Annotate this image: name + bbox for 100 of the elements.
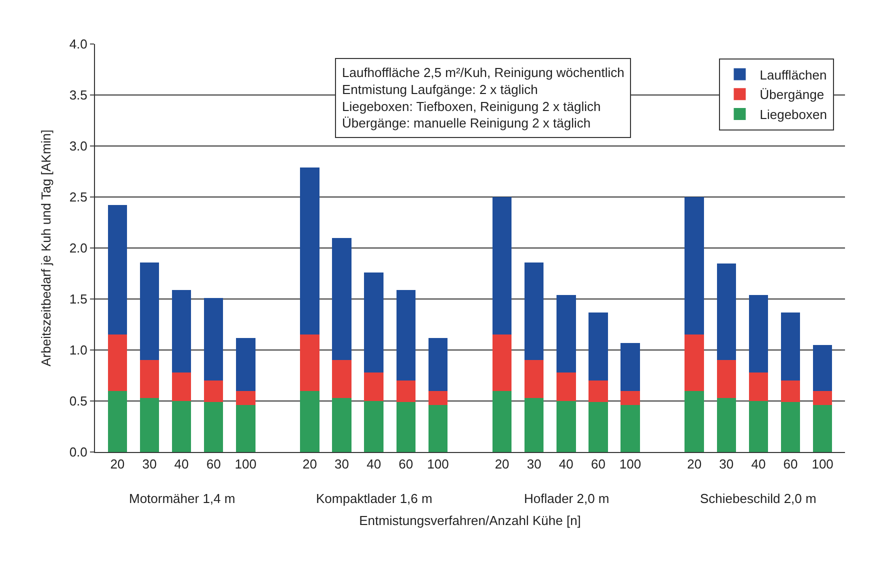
- bar: [140, 398, 160, 452]
- y-axis-title: Arbeitszeitbedarf je Kuh und Tag [AKmin]: [38, 130, 54, 366]
- bar: [812, 344, 832, 391]
- bar: [300, 390, 320, 452]
- bar: [332, 360, 352, 398]
- bar: [396, 402, 416, 452]
- bar: [332, 238, 352, 360]
- bar: [684, 334, 704, 391]
- bar: [428, 338, 448, 391]
- bar: [204, 380, 224, 402]
- bar: [396, 380, 416, 402]
- annotation: Übergänge: manuelle Reinigung 2 x täglich: [342, 116, 591, 131]
- x-tick-label: 20: [110, 456, 125, 472]
- bar: [364, 272, 384, 372]
- x-tick-label: 100: [427, 456, 449, 472]
- bar: [524, 262, 544, 360]
- bar: [204, 298, 224, 381]
- bar: [428, 405, 448, 452]
- bar: [620, 342, 640, 391]
- bar: [492, 334, 512, 391]
- bar: [556, 401, 576, 452]
- bar: [300, 334, 320, 391]
- bar: [620, 390, 640, 406]
- bar: [780, 402, 800, 452]
- y-tick-label: 3.5: [69, 88, 88, 103]
- bar: [780, 380, 800, 402]
- legend-label: Übergänge: [760, 87, 824, 102]
- bar: [620, 405, 640, 452]
- bar: [524, 398, 544, 452]
- x-tick-label: 30: [526, 456, 542, 472]
- bar: [556, 372, 576, 401]
- bar: [140, 360, 160, 398]
- bar: [716, 263, 736, 360]
- x-tick-label: 60: [590, 456, 606, 472]
- x-tick-label: 20: [687, 456, 702, 472]
- bar: [140, 262, 160, 360]
- bar: [748, 372, 768, 401]
- bar: [108, 390, 128, 452]
- bar: [396, 290, 416, 381]
- y-tick-label: 3.0: [69, 138, 88, 154]
- bar: [236, 405, 256, 452]
- x-tick-label: 60: [783, 456, 798, 472]
- bar: [812, 405, 832, 452]
- bar: [204, 402, 224, 452]
- x-tick-label: 20: [302, 456, 317, 472]
- bar: [364, 372, 384, 401]
- y-tick-label: 2.0: [69, 240, 88, 256]
- bar: [236, 390, 256, 406]
- y-tick-label: 0.0: [69, 444, 88, 460]
- x-tick-label: 100: [234, 456, 256, 472]
- x-tick-label: 40: [174, 456, 189, 472]
- annotation: Laufhoffläche 2,5 m²/Kuh, Reinigung wöchentlich: [342, 65, 624, 80]
- annotation: Entmistung Laufgänge: 2 x täglich: [342, 82, 538, 97]
- annotation: Liegeboxen: Tiefboxen, Reinigung 2 x täglich: [342, 98, 601, 114]
- bar: [300, 167, 320, 335]
- bar: [236, 338, 256, 391]
- x-tick-label: 30: [719, 456, 734, 472]
- x-tick-label: 30: [334, 456, 350, 472]
- text: Motormäher 1,4 m: [129, 491, 236, 506]
- bar: [108, 205, 128, 335]
- x-tick-label: 30: [142, 456, 157, 472]
- legend-label: Laufflächen: [760, 67, 827, 82]
- bar: [684, 197, 704, 335]
- text: Schiebeschild 2,0 m: [700, 491, 816, 506]
- bar: [172, 401, 192, 452]
- x-tick-label: 40: [751, 456, 766, 472]
- bar: [812, 390, 832, 406]
- bar: [748, 401, 768, 452]
- x-tick-label: 100: [812, 456, 834, 472]
- bar: [780, 312, 800, 381]
- x-tick-label: 20: [494, 456, 510, 472]
- y-tick-label: 1.0: [69, 342, 88, 358]
- y-tick-label: 2.5: [69, 190, 88, 205]
- x-tick-label: 40: [558, 456, 574, 472]
- bar: [428, 390, 448, 406]
- y-tick-label: 0.5: [69, 394, 88, 409]
- text: Kompaktlader 1,6 m: [316, 491, 432, 506]
- bar: [492, 390, 512, 452]
- bar: [588, 380, 608, 402]
- bar: [524, 360, 544, 398]
- bar: [556, 294, 576, 372]
- text: Hoflader 2,0 m: [524, 491, 610, 506]
- x-tick-label: 100: [619, 456, 642, 472]
- bar: [588, 312, 608, 381]
- bar: [492, 197, 512, 335]
- bar: [716, 360, 736, 398]
- bar: [172, 372, 192, 401]
- x-tick-label: 60: [206, 456, 221, 472]
- y-tick-label: 4.0: [69, 36, 88, 52]
- x-tick-label: 60: [398, 456, 414, 472]
- legend-label: Liegeboxen: [760, 107, 827, 122]
- bar: [172, 290, 192, 372]
- bar: [684, 390, 704, 452]
- x-tick-label: 40: [366, 456, 382, 472]
- bar: [748, 294, 768, 372]
- bar: [716, 398, 736, 452]
- x-axis-title: Entmistungsverfahren/Anzahl Kühe [n]: [359, 513, 581, 528]
- bar: [108, 334, 128, 391]
- bar: [588, 402, 608, 452]
- bar: [364, 401, 384, 452]
